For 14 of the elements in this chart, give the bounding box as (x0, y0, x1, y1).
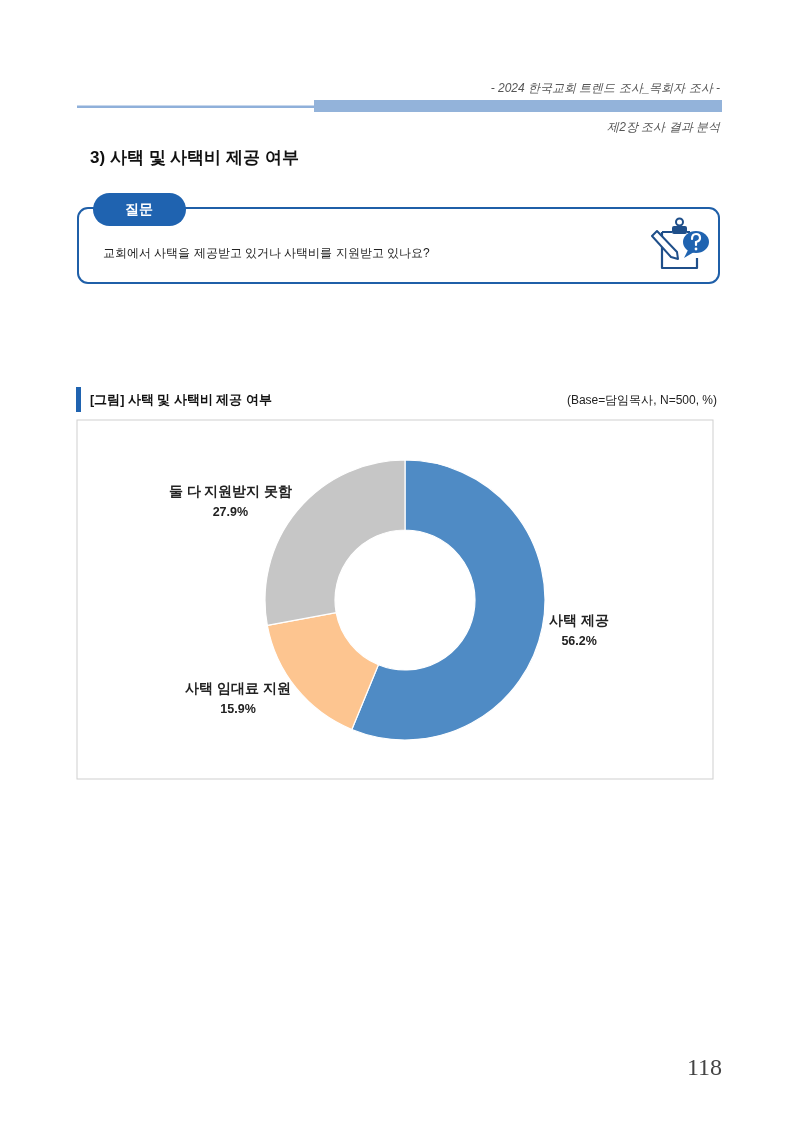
text: 질문 (125, 201, 153, 217)
text: - 2024 한국교회 트렌드 조사_목회자 조사 - (490, 81, 720, 95)
text: (Base=담임목사, N=500, %) (566, 393, 717, 407)
data-label: 27.9% (212, 504, 249, 519)
slice-label: 둘 다 지원받지 못함 (168, 483, 293, 499)
data-label: 15.9% (220, 701, 256, 716)
slice-label: 사택 임대료 지원 (185, 680, 291, 696)
text: 118 (686, 1054, 722, 1080)
chart-title: [그림] 사택 및 사택비 제공 여부 (90, 393, 272, 407)
data-label: 56.2% (561, 634, 597, 648)
text: 3) 사택 및 사택비 제공 여부 (90, 148, 299, 167)
text: 교회에서 사택을 제공받고 있거나 사택비를 지원받고 있나요? (103, 246, 430, 260)
slice-label: 사택 제공 (549, 613, 609, 628)
text: 제2장 조사 결과 분석 (607, 120, 721, 134)
